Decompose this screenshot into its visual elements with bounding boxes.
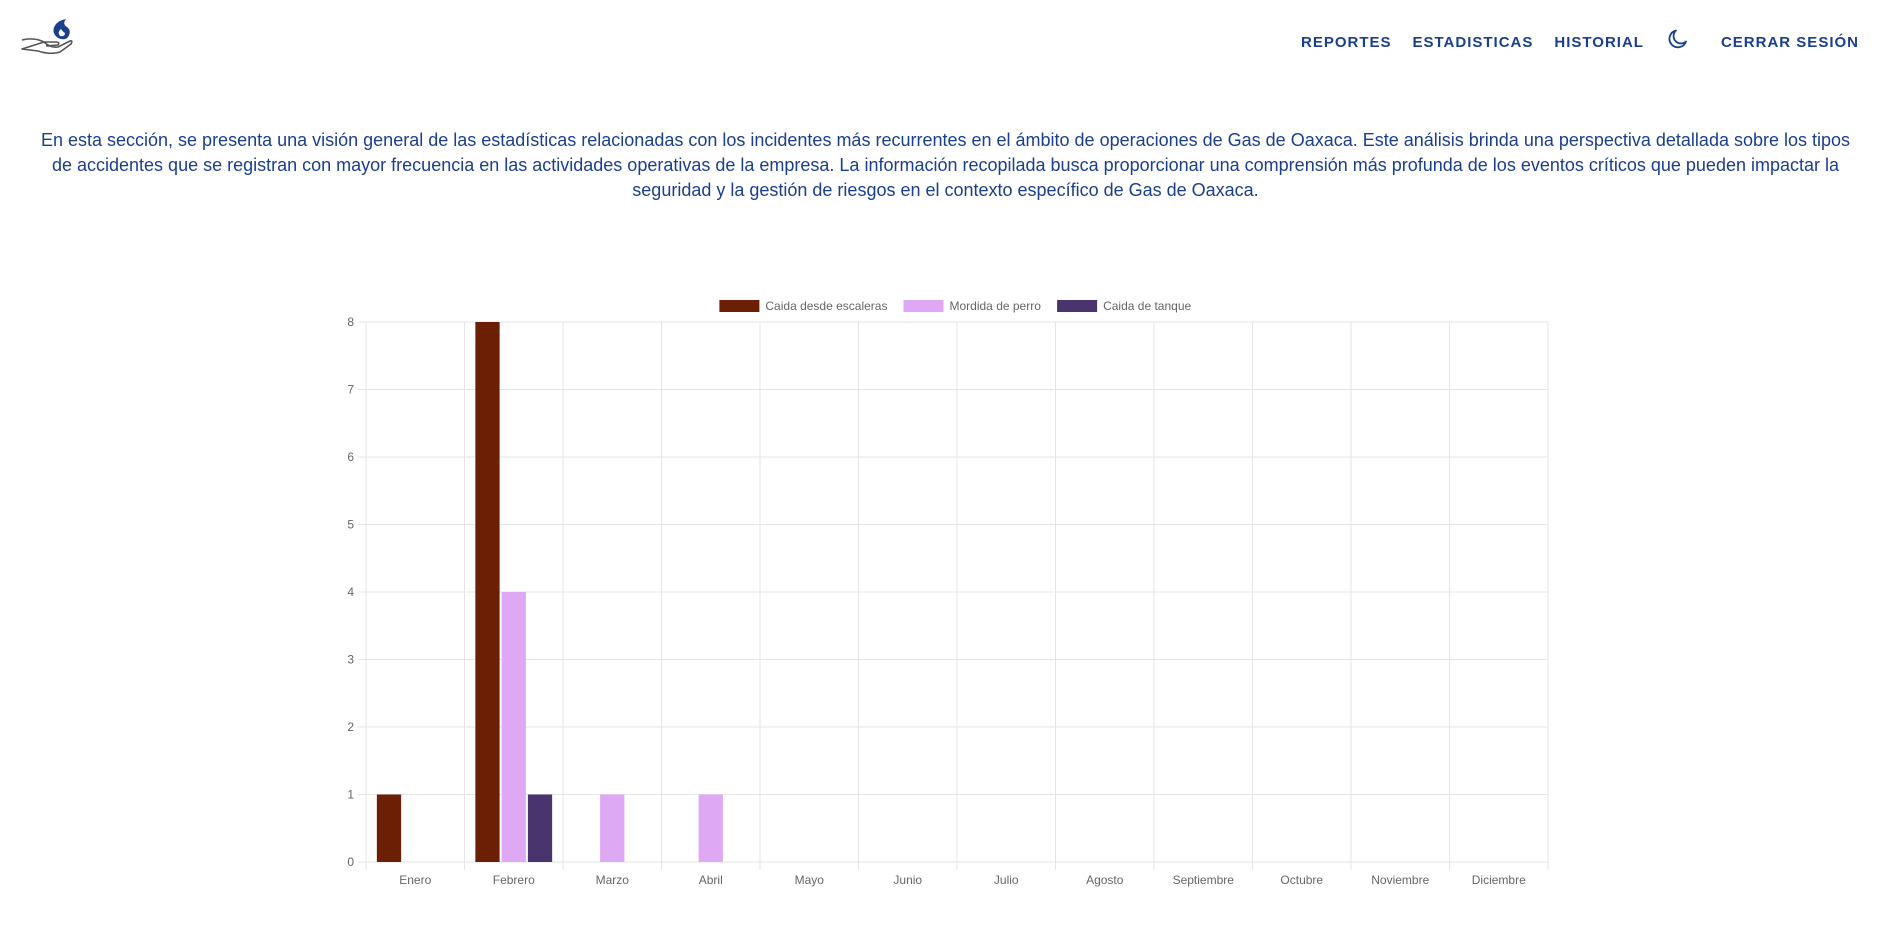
chart-bars <box>376 322 723 862</box>
chart-grid <box>358 321 1549 870</box>
nav-cerrar-sesion-link[interactable]: CERRAR SESIÓN <box>1720 34 1859 51</box>
y-tick-label: 6 <box>347 450 354 464</box>
nav-historial-link[interactable]: HISTORIAL <box>1554 34 1644 51</box>
x-tick-label: Julio <box>994 873 1019 887</box>
x-tick-label: Febrero <box>493 873 535 887</box>
y-axis-ticks: 0 1 2 3 4 5 6 7 8 <box>347 315 354 869</box>
y-tick-label: 4 <box>347 585 354 599</box>
x-tick-label: Mayo <box>795 873 825 887</box>
nav-links: REPORTES ESTADISTICAS HISTORIAL CERRAR S… <box>1280 29 1859 51</box>
x-tick-label: Marzo <box>596 873 630 887</box>
y-tick-label: 5 <box>347 518 354 532</box>
legend-label: Caida desde escaleras <box>765 299 887 313</box>
y-tick-label: 0 <box>347 855 354 869</box>
x-tick-label: Junio <box>893 873 922 887</box>
y-tick-label: 1 <box>347 788 354 802</box>
bar <box>501 592 526 862</box>
x-tick-label: Octubre <box>1280 873 1323 887</box>
x-tick-label: Septiembre <box>1173 873 1235 887</box>
nav-reportes-link[interactable]: REPORTES <box>1300 34 1392 51</box>
hand-flame-logo-icon[interactable] <box>20 18 74 54</box>
x-tick-label: Diciembre <box>1472 873 1526 887</box>
navbar: REPORTES ESTADISTICAS HISTORIAL CERRAR S… <box>0 0 1891 90</box>
legend-label: Mordida de perro <box>950 299 1042 313</box>
x-tick-label: Abril <box>699 873 723 887</box>
y-tick-label: 8 <box>347 315 354 329</box>
bar <box>527 794 553 862</box>
moon-icon[interactable] <box>1666 27 1690 51</box>
y-tick-label: 2 <box>347 720 354 734</box>
intro-paragraph: En esta sección, se presenta una visión … <box>40 130 1851 200</box>
x-tick-label: Agosto <box>1086 873 1124 887</box>
bar <box>600 794 625 862</box>
y-tick-label: 7 <box>347 383 354 397</box>
bar <box>698 794 723 862</box>
y-tick-label: 3 <box>347 653 354 667</box>
legend-swatch <box>1057 300 1098 312</box>
x-axis-ticks: Enero Febrero Marzo Abril Mayo Junio Julio Agos… <box>399 873 1526 887</box>
bar <box>376 794 402 862</box>
nav-estadisticas-link[interactable]: ESTADISTICAS <box>1412 34 1534 51</box>
bar <box>475 322 500 862</box>
legend-label: Caida de tanque <box>1103 299 1191 313</box>
chart-legend: Caida desde escaleras Mordida de perro Cai… <box>719 299 1191 313</box>
legend-swatch <box>903 300 944 312</box>
legend-swatch <box>719 300 760 312</box>
x-tick-label: Enero <box>399 873 431 887</box>
x-tick-label: Noviembre <box>1371 873 1429 887</box>
